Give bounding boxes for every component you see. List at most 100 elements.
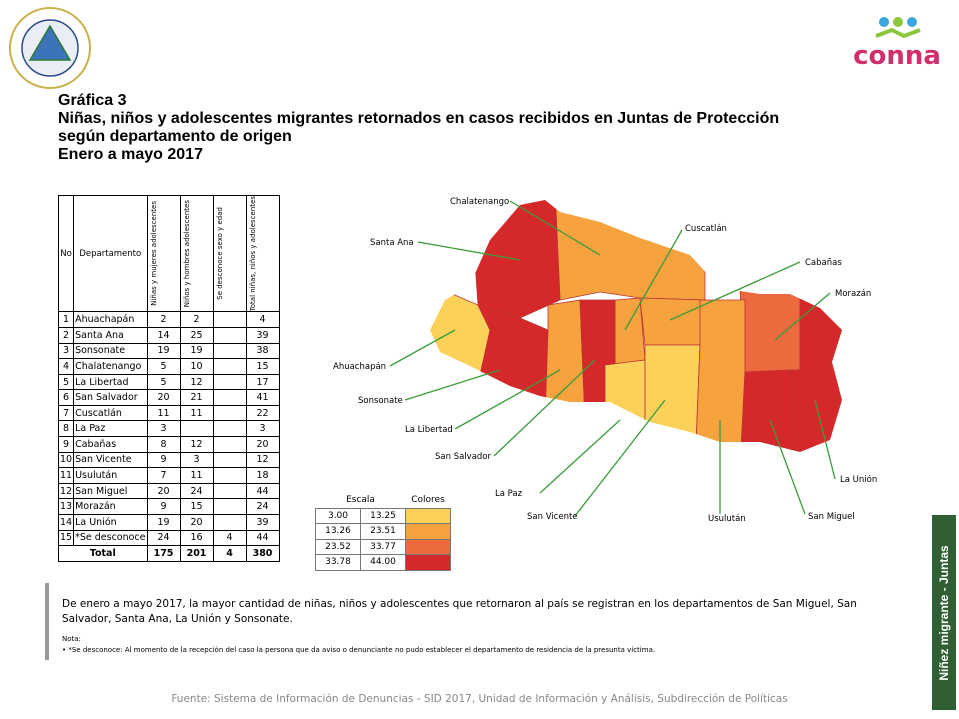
table-cell: Ahuachapán xyxy=(73,311,148,328)
department-label: La Unión xyxy=(840,474,877,485)
table-cell: 12 xyxy=(57,482,75,500)
title-line: Enero a mayo 2017 xyxy=(58,146,203,163)
note-text: • *Se desconoce: Al momento de la recepc… xyxy=(62,646,656,654)
table-cell: San Miguel xyxy=(73,482,148,500)
table-cell xyxy=(179,420,214,438)
table-cell: Cuscatlán xyxy=(73,404,148,422)
scale-swatch xyxy=(405,507,451,524)
scale-swatch xyxy=(405,554,451,571)
table-row: 11 Usulután 7 11 18 xyxy=(57,467,280,484)
logo-text: conna xyxy=(853,41,941,71)
table-cell: 20 xyxy=(146,389,181,406)
table-cell: 15 xyxy=(57,529,75,547)
scale-row: 33.78 44.00 xyxy=(315,554,451,571)
table-cell: La Paz xyxy=(73,420,148,438)
table-cell: 2 xyxy=(57,326,75,344)
table-cell: 4 xyxy=(57,358,75,375)
table-cell: La Libertad xyxy=(73,373,148,391)
scale-header: Escala Colores xyxy=(316,493,451,508)
table-cell: 2 xyxy=(179,311,214,328)
table-cell xyxy=(212,514,247,531)
table-cell: Usulután xyxy=(73,467,148,484)
table-row: 13 Morazán 9 15 24 xyxy=(57,498,280,516)
department xyxy=(614,297,646,366)
column-header: Niños y hombres adolescentes xyxy=(179,194,214,313)
total-cell: 175 xyxy=(146,545,181,562)
department xyxy=(644,344,701,452)
table-cell: 12 xyxy=(179,373,214,391)
table-row: 2 Santa Ana 14 25 39 xyxy=(57,326,280,344)
table-cell: 9 xyxy=(57,436,75,453)
leader xyxy=(774,292,831,341)
table-cell: 3 xyxy=(146,420,181,438)
department-label: Chalatenango xyxy=(450,197,509,207)
summary: De enero a mayo 2017, la mayor cantidad … xyxy=(62,598,857,625)
table-cell: 6 xyxy=(57,389,75,406)
department-label: San Miguel xyxy=(808,512,855,522)
table-cell: Sonsonate xyxy=(73,342,148,360)
data-table: No Departamento Niñas y mujeres adolescent… xyxy=(57,194,280,562)
table-cell: 5 xyxy=(57,373,75,391)
table-cell: 5 xyxy=(146,373,181,391)
column-header: No xyxy=(57,194,75,313)
scale-legend: Escala Colores 3.00 13.25 13.26 23.51 23.52 33.… xyxy=(315,493,451,571)
table-cell: 38 xyxy=(245,342,280,360)
table-cell: 15 xyxy=(245,358,280,375)
column-header-text: Se desconoce sexo y edad xyxy=(215,207,224,301)
table-cell: 14 xyxy=(57,514,75,531)
department-label: San Vicente xyxy=(527,512,578,522)
leader xyxy=(404,369,501,401)
scale-row: 23.52 33.77 xyxy=(315,538,451,555)
department-label: Cuscatlán xyxy=(685,224,727,234)
department-label: Usulután xyxy=(708,514,746,524)
leader xyxy=(454,369,561,430)
source: Fuente: Sistema de Información de Denunc… xyxy=(171,693,788,705)
leader xyxy=(509,200,601,256)
table-row: 5 La Libertad 5 12 17 xyxy=(57,373,280,391)
table-cell: 20 xyxy=(179,514,214,531)
table-row: 7 Cuscatlán 11 11 22 xyxy=(57,404,280,422)
total-cell: 380 xyxy=(245,545,280,562)
table-cell: 9 xyxy=(146,451,181,469)
department xyxy=(599,359,646,452)
table-cell: 3 xyxy=(57,342,75,360)
column-header-text: Niñas y mujeres adolescentes xyxy=(149,201,158,307)
table-row: 6 San Salvador 20 21 41 xyxy=(57,389,280,406)
total-label: Total xyxy=(58,545,148,562)
scale-cell: 33.77 xyxy=(360,538,406,555)
table-cell: Morazán xyxy=(73,498,148,516)
accent-bar xyxy=(45,583,49,660)
table-cell xyxy=(212,358,247,375)
department-label: Ahuachapán xyxy=(333,362,386,372)
table-cell: 14 xyxy=(146,326,181,344)
title-line: Gráfica 3 xyxy=(58,92,127,109)
table-cell: Cabañas xyxy=(73,436,148,453)
leader xyxy=(417,241,521,261)
table-cell: 24 xyxy=(245,498,280,516)
header-row: No Departamento Niñas y mujeres adolescent… xyxy=(57,194,280,313)
scale-header-cell: Escala xyxy=(346,495,375,506)
department xyxy=(639,297,706,346)
scale-row: 13.26 23.51 xyxy=(315,523,451,540)
table-cell xyxy=(212,404,247,422)
column-header: Niñas y mujeres adolescentes xyxy=(146,194,181,313)
table-cell xyxy=(212,482,247,500)
table-cell: 8 xyxy=(146,436,181,453)
department-label: La Libertad xyxy=(405,425,453,435)
map xyxy=(430,200,842,452)
table-cell: 1 xyxy=(57,311,75,328)
table-cell: *Se desconoce xyxy=(73,529,148,547)
leader xyxy=(624,229,683,331)
column-header-text: Departamento xyxy=(79,248,142,259)
table-cell: 11 xyxy=(179,467,214,484)
table-cell: 44 xyxy=(245,482,280,500)
table-cell: 20 xyxy=(146,482,181,500)
table-cell: San Vicente xyxy=(73,451,148,469)
seal-logo xyxy=(9,7,91,89)
table-cell: 24 xyxy=(146,529,181,547)
department xyxy=(694,299,746,452)
scale-cell: 44.00 xyxy=(360,554,406,571)
department-label: Cabañas xyxy=(805,258,842,268)
